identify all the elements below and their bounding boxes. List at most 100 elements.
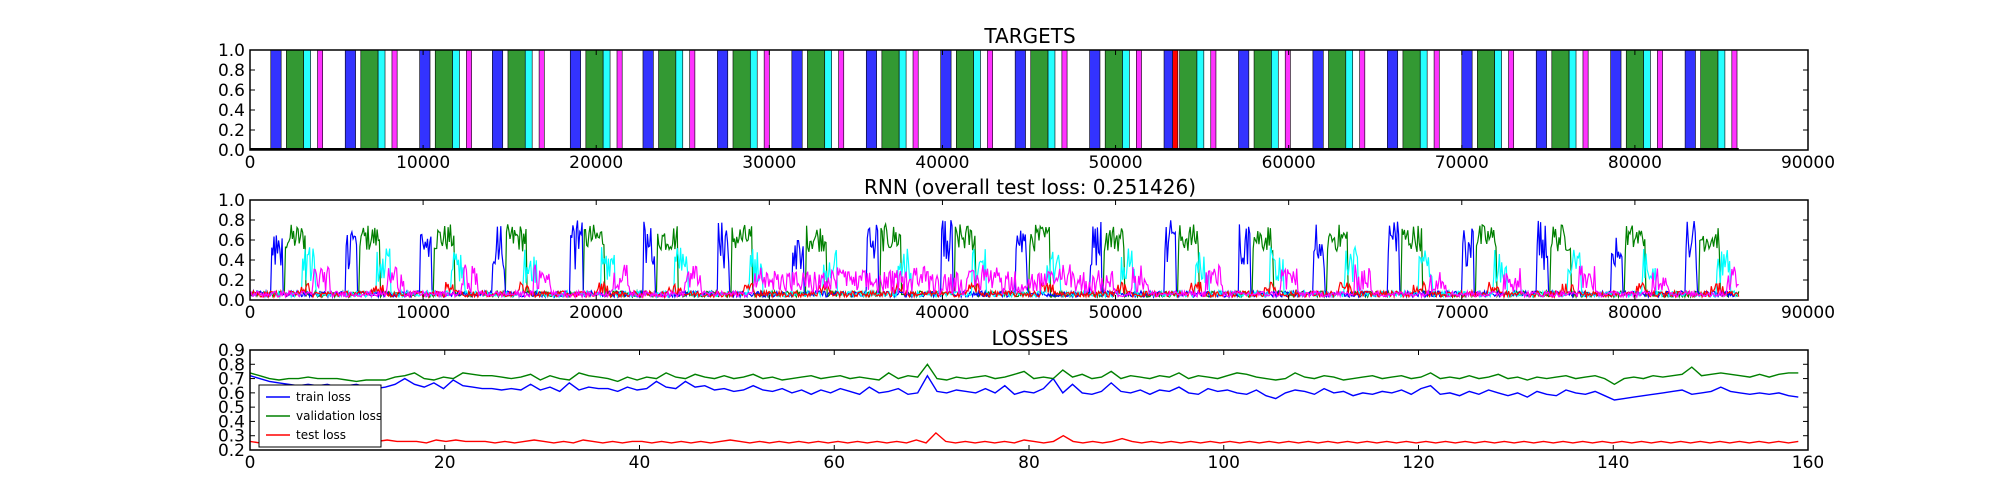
target-segment-blue	[642, 50, 654, 150]
x-tick-label: 60000	[1262, 153, 1316, 173]
x-tick-label: 10000	[396, 153, 450, 173]
target-segment-cyan	[602, 50, 611, 150]
targets-panel: TARGETS 0 10000 20000 30000 40000 50000 60000 7…	[218, 24, 1835, 173]
target-segment-blue	[1535, 50, 1547, 150]
target-segment-magenta	[1433, 50, 1440, 150]
targets-axes-frame	[249, 49, 1809, 151]
target-segment-green	[1104, 50, 1123, 150]
y-tick-label: 0.4	[218, 101, 245, 121]
x-tick-label: 160	[1792, 453, 1824, 473]
y-tick-label: 1.0	[218, 191, 245, 211]
target-segment-cyan	[675, 50, 684, 150]
y-tick-label: 1.0	[218, 41, 245, 61]
target-segment-cyan	[1568, 50, 1577, 150]
target-segment-blue	[1684, 50, 1696, 150]
target-segment-cyan	[898, 50, 907, 150]
x-tick-label: 140	[1597, 453, 1629, 473]
rnn-title: RNN (overall test loss: 0.251426)	[864, 175, 1196, 199]
losses-y-ticks: 0.20.30.40.50.60.70.80.9	[218, 341, 1808, 461]
target-segment-blue	[1014, 50, 1026, 150]
target-segment-blue	[492, 50, 504, 150]
target-segment-green	[1700, 50, 1719, 150]
target-segment-cyan	[303, 50, 311, 150]
target-segment-green	[1253, 50, 1272, 150]
y-tick-label: 0.6	[218, 81, 245, 101]
y-tick-label: 0.2	[218, 271, 245, 291]
target-segment-cyan	[377, 50, 386, 150]
target-segment-magenta	[987, 50, 993, 150]
target-segment-blue	[717, 50, 729, 150]
target-segment-green	[658, 50, 677, 150]
target-segment-blue	[865, 50, 877, 150]
target-segment-green	[1328, 50, 1347, 150]
target-segment-green	[1551, 50, 1570, 150]
loss-series-0	[249, 374, 1799, 401]
x-tick-label: 10000	[396, 303, 450, 323]
target-segment-green	[585, 50, 604, 150]
target-segment-magenta	[1657, 50, 1663, 150]
x-tick-label: 20	[434, 453, 456, 473]
x-tick-label: 120	[1402, 453, 1434, 473]
y-tick-label: 0.8	[218, 355, 245, 375]
losses-series	[249, 363, 1799, 447]
target-segment-cyan	[1494, 50, 1502, 150]
loss-series-1	[249, 363, 1799, 386]
target-segment-magenta	[538, 50, 545, 150]
x-tick-label: 80	[1018, 453, 1040, 473]
x-tick-label: 40	[629, 453, 651, 473]
target-segment-cyan	[749, 50, 758, 150]
target-segment-blue	[791, 50, 803, 150]
target-segment-cyan	[1419, 50, 1428, 150]
target-segment-magenta	[391, 50, 398, 150]
target-segment-magenta	[1359, 50, 1366, 150]
y-tick-label: 0.5	[218, 398, 245, 418]
target-segment-green	[1179, 50, 1198, 150]
x-tick-label: 70000	[1435, 153, 1489, 173]
target-segment-magenta	[838, 50, 845, 150]
y-tick-label: 0.4	[218, 251, 245, 271]
target-segment-cyan	[973, 50, 981, 150]
target-segment-magenta	[1582, 50, 1589, 150]
y-tick-label: 0.2	[218, 121, 245, 141]
targets-y-ticks: 0.00.20.40.60.81.0	[218, 41, 1808, 161]
target-segment-cyan	[1271, 50, 1279, 150]
target-segment-green	[955, 50, 974, 150]
target-segment-green	[286, 50, 304, 150]
target-segment-blue	[1610, 50, 1622, 150]
x-tick-label: 30000	[742, 153, 796, 173]
rnn-axes-frame	[249, 199, 1809, 301]
target-segment-green	[1477, 50, 1495, 150]
losses-x-ticks: 0 20 40 60 80 100 120 140 160	[245, 350, 1824, 473]
targets-bars	[250, 50, 1739, 150]
target-segment-green	[1625, 50, 1644, 150]
y-tick-label: 0.2	[218, 441, 245, 461]
x-tick-label: 0	[245, 453, 256, 473]
target-segment-green	[1030, 50, 1049, 150]
legend-test-label: test loss	[296, 428, 346, 442]
y-tick-label: 0.8	[218, 61, 245, 81]
target-segment-blue	[1461, 50, 1473, 150]
y-tick-label: 0.6	[218, 384, 245, 404]
target-segment-cyan	[1717, 50, 1726, 150]
target-segment-cyan	[452, 50, 460, 150]
x-tick-label: 100	[1208, 453, 1240, 473]
target-segment-magenta	[1136, 50, 1142, 150]
targets-title: TARGETS	[983, 24, 1075, 48]
target-segment-cyan	[824, 50, 832, 150]
y-tick-label: 0.0	[218, 291, 245, 311]
target-segment-cyan	[1345, 50, 1354, 150]
x-tick-label: 20000	[569, 153, 623, 173]
target-segment-green	[360, 50, 379, 150]
rnn-panel: RNN (overall test loss: 0.251426) 0 10000…	[218, 175, 1835, 323]
y-tick-label: 0.6	[218, 231, 245, 251]
target-segment-magenta	[1508, 50, 1515, 150]
target-segment-green	[1402, 50, 1421, 150]
target-segment-cyan	[1643, 50, 1651, 150]
target-segment-green	[732, 50, 751, 150]
y-tick-label: 0.0	[218, 141, 245, 161]
target-segment-magenta	[912, 50, 919, 150]
legend-validation-label: validation loss	[296, 409, 382, 423]
rnn-series	[250, 220, 1740, 300]
target-segment-magenta	[466, 50, 472, 150]
